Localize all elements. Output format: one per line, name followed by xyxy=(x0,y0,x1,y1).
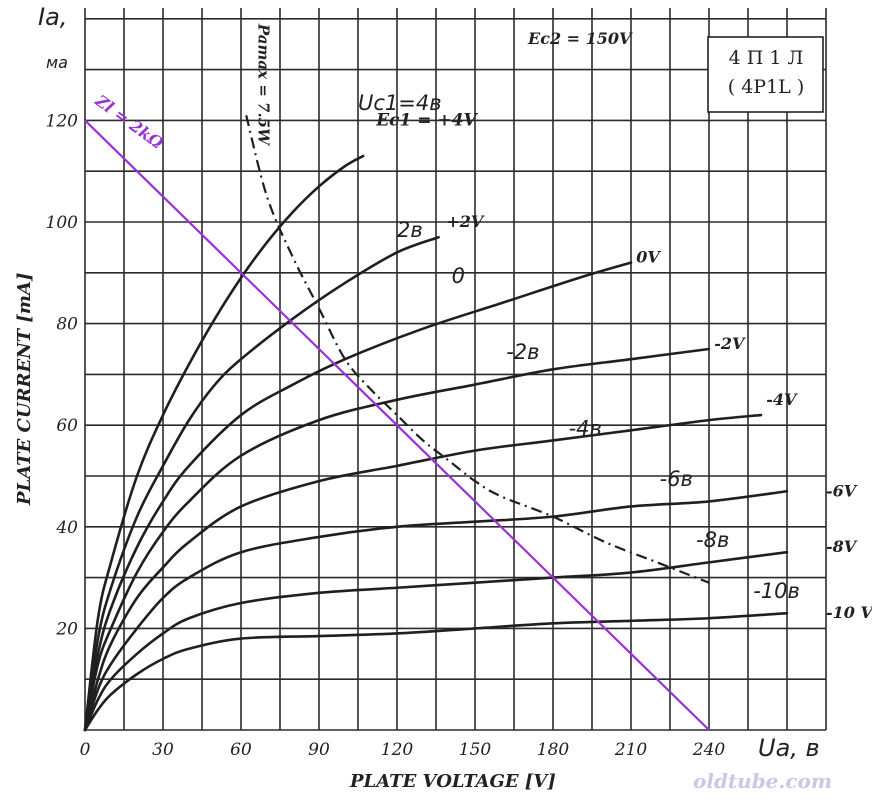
curve-label-en: -4V xyxy=(766,390,798,409)
curve-label-ru: -6в xyxy=(660,467,693,491)
title-box xyxy=(707,36,824,113)
y-tick-label: 120 xyxy=(46,111,79,131)
x-axis-title: PLATE VOLTAGE [V] xyxy=(349,771,556,792)
curve-label-ru: 0 xyxy=(452,264,465,288)
x-tick-label: 150 xyxy=(459,740,492,760)
screen-voltage-label: Ec2 = 150V xyxy=(527,29,633,48)
load-line xyxy=(84,119,710,731)
curve-label-en: -10 V xyxy=(826,603,872,622)
plate-curves xyxy=(83,115,789,732)
x-unit-label: Uа, в xyxy=(758,734,820,762)
y-unit-label-bottom: ма xyxy=(46,53,68,72)
curve-label-ru: -4в xyxy=(569,416,602,440)
plate-curve xyxy=(83,261,633,732)
curve-label-ru: Uc1=4в xyxy=(358,91,442,115)
load-line-label: Zl = 2kΩ xyxy=(91,90,167,153)
curve-label-en: Ec1 = +4V xyxy=(375,110,478,130)
watermark: oldtube.com xyxy=(693,769,832,793)
x-tick-label: 0 xyxy=(80,740,91,760)
pmax-curve xyxy=(245,115,710,584)
curve-label-en: -2V xyxy=(714,334,746,353)
y-axis-title: PLATE CURRENT [mA] xyxy=(14,273,35,506)
y-unit-label-top: Iа, xyxy=(38,3,67,31)
plate-curve xyxy=(83,347,711,732)
curve-label-en: -8V xyxy=(826,537,858,556)
curve-label-ru: 2в xyxy=(397,218,423,242)
plate-curve xyxy=(83,550,789,732)
curve-label-ru: -10в xyxy=(753,579,800,603)
y-tick-label: 20 xyxy=(55,619,78,639)
x-tick-label: 30 xyxy=(152,740,174,760)
title-en: ( 4P1L ) xyxy=(728,76,804,98)
x-tick-label: 240 xyxy=(692,740,726,760)
curve-label-ru: -2в xyxy=(506,340,539,364)
pmax-label: Pamax = 7.5W xyxy=(255,23,273,147)
x-tick-label: 60 xyxy=(230,740,252,760)
plate-curve xyxy=(83,154,365,732)
curve-label-en: +2V xyxy=(446,212,485,231)
curve-label-en: 0V xyxy=(636,248,661,267)
x-tick-label: 120 xyxy=(381,740,414,760)
y-tick-label: 60 xyxy=(56,416,78,436)
plate-curve xyxy=(83,235,440,732)
plate-curve xyxy=(83,413,763,732)
y-tick-label: 80 xyxy=(56,315,78,335)
x-tick-label: 180 xyxy=(537,740,570,760)
curve-label-ru: -8в xyxy=(696,528,729,552)
title-ru: 4 П 1 Л xyxy=(729,47,804,69)
y-tick-label: 40 xyxy=(55,518,78,538)
x-tick-label: 210 xyxy=(614,740,648,760)
chart-labels: 0 30 60 90 120 150 180 210 240 20 40 60 80 100 120 Uc1=… xyxy=(46,23,872,760)
plate-curve xyxy=(83,489,789,732)
curve-label-en: -6V xyxy=(826,481,858,500)
y-tick-label: 100 xyxy=(46,213,79,233)
x-tick-label: 90 xyxy=(308,740,330,760)
plate-curve xyxy=(83,611,789,732)
